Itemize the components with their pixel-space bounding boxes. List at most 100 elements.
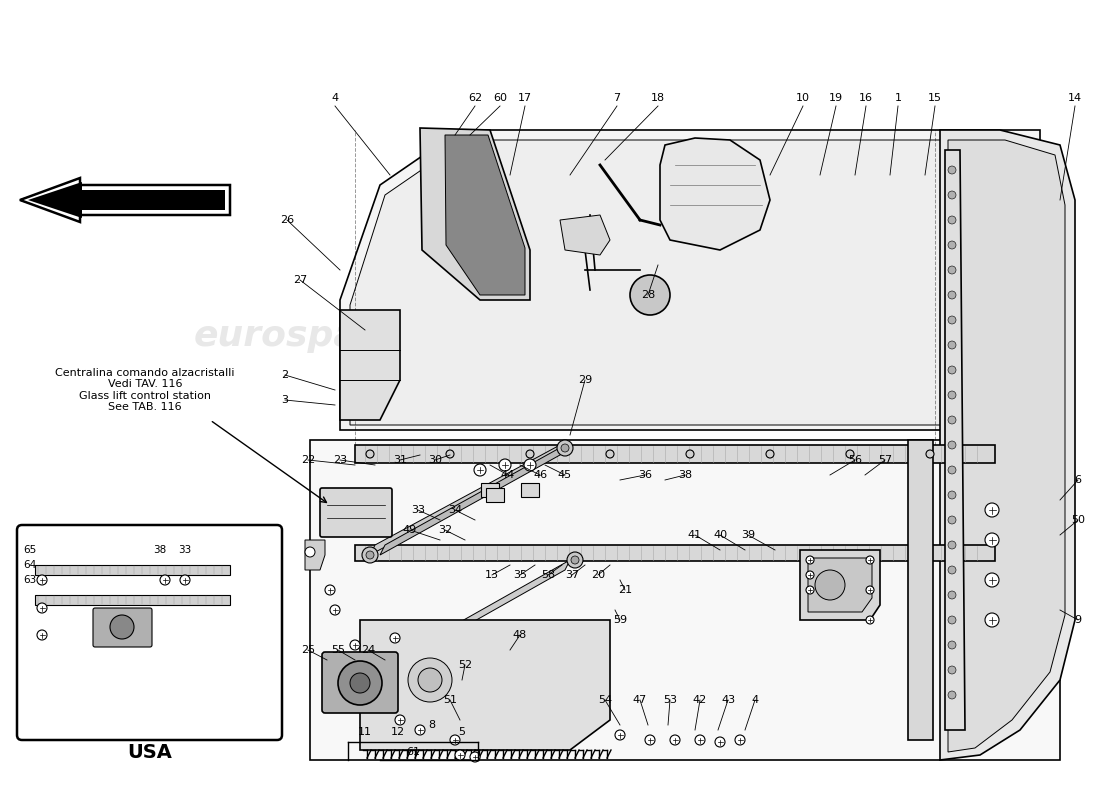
FancyBboxPatch shape (322, 652, 398, 713)
Text: 27: 27 (293, 275, 307, 285)
Polygon shape (360, 620, 610, 750)
Circle shape (470, 752, 480, 762)
Text: 40: 40 (713, 530, 727, 540)
Circle shape (806, 571, 814, 579)
Text: Centralina comando alzacristalli
Vedi TAV. 116
Glass lift control station
See TA: Centralina comando alzacristalli Vedi TA… (55, 368, 234, 413)
Text: 18: 18 (651, 93, 666, 103)
Circle shape (566, 552, 583, 568)
Circle shape (866, 556, 874, 564)
FancyBboxPatch shape (521, 483, 539, 497)
Circle shape (408, 658, 452, 702)
Text: 12: 12 (390, 727, 405, 737)
Text: 37: 37 (565, 570, 579, 580)
Text: 59: 59 (613, 615, 627, 625)
Text: 11: 11 (358, 727, 372, 737)
Circle shape (450, 735, 460, 745)
Text: eurospares: eurospares (601, 319, 829, 353)
Polygon shape (20, 178, 230, 222)
Polygon shape (940, 130, 1075, 760)
Text: 49: 49 (403, 525, 417, 535)
FancyBboxPatch shape (16, 525, 282, 740)
Circle shape (984, 503, 999, 517)
Polygon shape (420, 128, 530, 300)
Circle shape (948, 316, 956, 324)
Circle shape (948, 216, 956, 224)
Polygon shape (560, 215, 610, 255)
Circle shape (455, 750, 465, 760)
Text: 20: 20 (591, 570, 605, 580)
Circle shape (806, 586, 814, 594)
Circle shape (395, 715, 405, 725)
Circle shape (766, 450, 774, 458)
Polygon shape (340, 130, 1040, 430)
Text: 51: 51 (443, 695, 456, 705)
Circle shape (338, 661, 382, 705)
Polygon shape (446, 135, 525, 295)
Text: 55: 55 (331, 645, 345, 655)
Polygon shape (350, 140, 1030, 425)
Circle shape (366, 450, 374, 458)
Circle shape (630, 275, 670, 315)
Text: 44: 44 (500, 470, 515, 480)
Text: 30: 30 (428, 455, 442, 465)
Text: 10: 10 (796, 93, 810, 103)
Polygon shape (948, 140, 1065, 752)
Polygon shape (800, 550, 880, 620)
FancyBboxPatch shape (320, 488, 392, 537)
Text: USA: USA (128, 743, 172, 762)
Text: 35: 35 (513, 570, 527, 580)
Circle shape (474, 464, 486, 476)
Text: 5: 5 (459, 727, 465, 737)
Polygon shape (20, 185, 65, 215)
Text: 65: 65 (23, 545, 36, 555)
Text: 47: 47 (632, 695, 647, 705)
Circle shape (415, 725, 425, 735)
Circle shape (984, 573, 999, 587)
Circle shape (350, 673, 370, 693)
Text: 54: 54 (598, 695, 612, 705)
Text: 50: 50 (1071, 515, 1085, 525)
Bar (355, 445, 996, 463)
Bar (908, 440, 933, 740)
Text: 33: 33 (411, 505, 425, 515)
Circle shape (160, 575, 170, 585)
Circle shape (366, 551, 374, 559)
Text: 23: 23 (333, 455, 348, 465)
Circle shape (305, 547, 315, 557)
Text: 6: 6 (1075, 475, 1081, 485)
Circle shape (499, 459, 512, 471)
Text: 36: 36 (638, 470, 652, 480)
Text: 4: 4 (331, 93, 339, 103)
Text: 45: 45 (558, 470, 572, 480)
Polygon shape (379, 445, 565, 555)
Circle shape (815, 570, 845, 600)
Text: 53: 53 (663, 695, 676, 705)
Text: 34: 34 (448, 505, 462, 515)
Circle shape (446, 450, 454, 458)
Text: 24: 24 (361, 645, 375, 655)
Circle shape (948, 466, 956, 474)
Polygon shape (305, 540, 324, 570)
Text: 57: 57 (878, 455, 892, 465)
Circle shape (948, 291, 956, 299)
Text: 56: 56 (848, 455, 862, 465)
Circle shape (948, 691, 956, 699)
Text: 26: 26 (279, 215, 294, 225)
Text: 46: 46 (532, 470, 547, 480)
FancyBboxPatch shape (94, 608, 152, 647)
Text: 4: 4 (751, 695, 759, 705)
Text: 14: 14 (1068, 93, 1082, 103)
Text: 25: 25 (301, 645, 315, 655)
Polygon shape (945, 150, 965, 730)
Circle shape (948, 591, 956, 599)
Circle shape (948, 266, 956, 274)
Circle shape (418, 668, 442, 692)
Circle shape (524, 459, 536, 471)
Text: 3: 3 (282, 395, 288, 405)
Circle shape (362, 547, 378, 563)
Circle shape (948, 566, 956, 574)
Text: 61: 61 (406, 747, 420, 757)
Text: 64: 64 (23, 560, 36, 570)
Text: 62: 62 (468, 93, 482, 103)
Bar (355, 545, 996, 561)
